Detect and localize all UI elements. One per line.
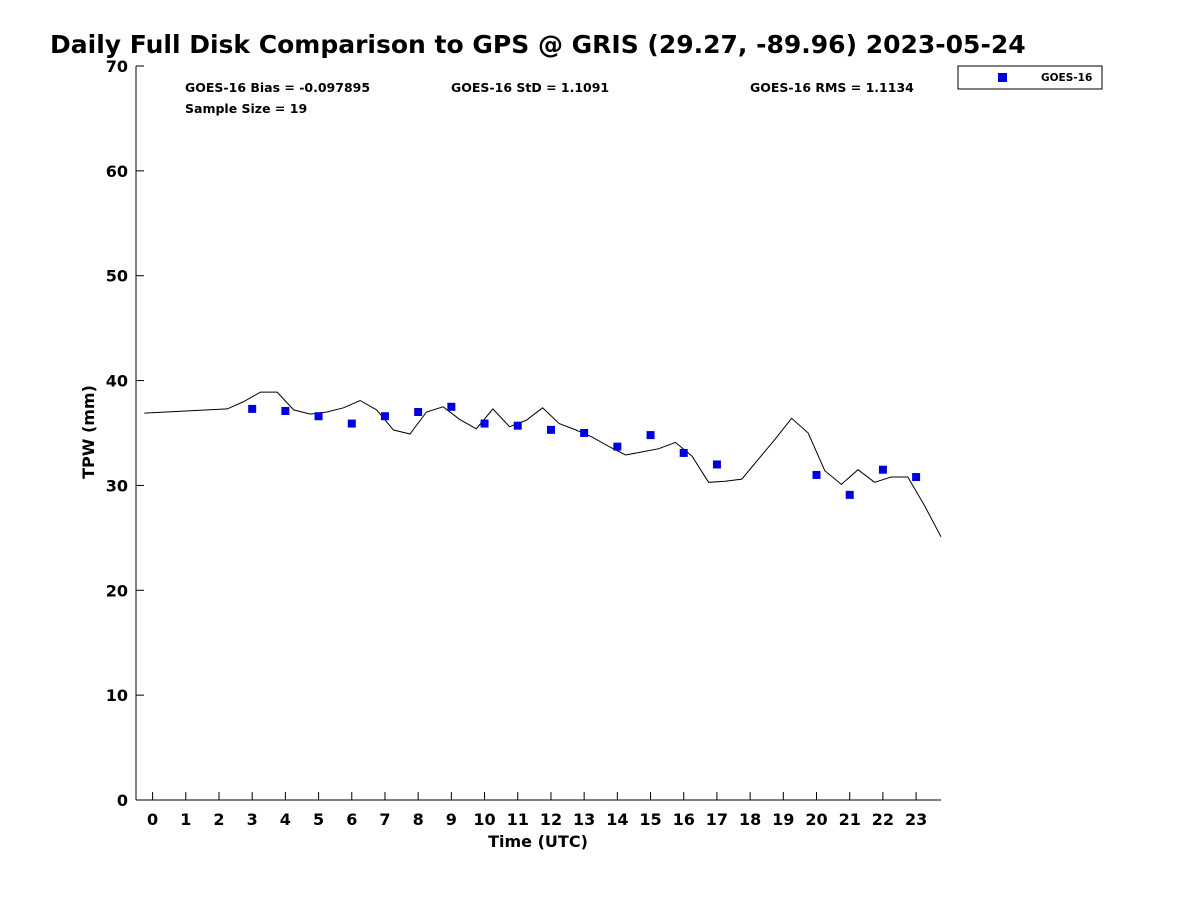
x-tick-label: 10 [473, 810, 495, 829]
data-point [380, 412, 389, 421]
y-tick-label: 0 [117, 791, 128, 810]
data-point [646, 431, 655, 440]
y-axis-label: TPW (mm) [79, 385, 98, 479]
y-tick-label: 20 [106, 581, 128, 600]
x-tick-label: 5 [313, 810, 324, 829]
x-tick-label: 8 [413, 810, 424, 829]
x-tick-label: 18 [739, 810, 761, 829]
x-tick-label: 4 [280, 810, 291, 829]
y-tick-label: 10 [106, 686, 128, 705]
x-tick-label: 3 [247, 810, 258, 829]
x-tick-label: 21 [839, 810, 861, 829]
data-point [248, 404, 257, 413]
y-tick-label: 70 [106, 57, 128, 76]
x-tick-label: 0 [147, 810, 158, 829]
data-point [281, 406, 290, 415]
x-tick-label: 17 [706, 810, 728, 829]
data-layer [144, 391, 942, 538]
data-point [513, 421, 522, 430]
x-tick-label: 6 [346, 810, 357, 829]
legend-label: GOES-16 [1041, 72, 1092, 84]
legend-marker [998, 73, 1007, 82]
x-axis-label: Time (UTC) [488, 832, 588, 851]
x-tick-label: 2 [213, 810, 224, 829]
x-tick-label: 16 [673, 810, 695, 829]
x-tick-label: 1 [180, 810, 191, 829]
x-tick-label: 15 [639, 810, 661, 829]
data-point [812, 470, 821, 479]
y-tick-label: 50 [106, 267, 128, 286]
std-stat: GOES-16 StD = 1.1091 [451, 80, 609, 95]
chart-title: Daily Full Disk Comparison to GPS @ GRIS… [50, 30, 1026, 59]
axis-labels: GOES-16 Bias = -0.097895 GOES-16 StD = 1… [79, 80, 914, 851]
bias-stat: GOES-16 Bias = -0.097895 [185, 80, 370, 95]
sample-size-stat: Sample Size = 19 [185, 101, 307, 116]
data-point [347, 419, 356, 428]
x-tick-label: 23 [905, 810, 927, 829]
data-point [414, 408, 423, 417]
data-point [314, 412, 323, 421]
data-point [613, 442, 622, 451]
x-tick-label: 9 [446, 810, 457, 829]
data-point [447, 402, 456, 411]
data-point [679, 448, 688, 457]
data-point [580, 429, 589, 437]
x-tick-label: 12 [540, 810, 562, 829]
x-tick-label: 22 [872, 810, 894, 829]
x-tick-label: 14 [606, 810, 628, 829]
data-point [712, 460, 721, 469]
reference-line [144, 391, 942, 538]
data-point [878, 465, 887, 474]
x-tick-label: 19 [772, 810, 794, 829]
y-tick-label: 30 [106, 476, 128, 495]
data-point [845, 490, 854, 499]
y-tick-label: 40 [106, 372, 128, 391]
legend: GOES-16 [957, 65, 1103, 90]
data-point [480, 419, 489, 428]
data-point [912, 473, 921, 482]
legend-box [957, 65, 1103, 90]
x-tick-label: 11 [507, 810, 529, 829]
data-point [546, 425, 555, 434]
rms-stat: GOES-16 RMS = 1.1134 [750, 80, 914, 95]
x-tick-label: 7 [379, 810, 390, 829]
y-tick-label: 60 [106, 162, 128, 181]
x-tick-label: 13 [573, 810, 595, 829]
x-tick-label: 20 [805, 810, 827, 829]
